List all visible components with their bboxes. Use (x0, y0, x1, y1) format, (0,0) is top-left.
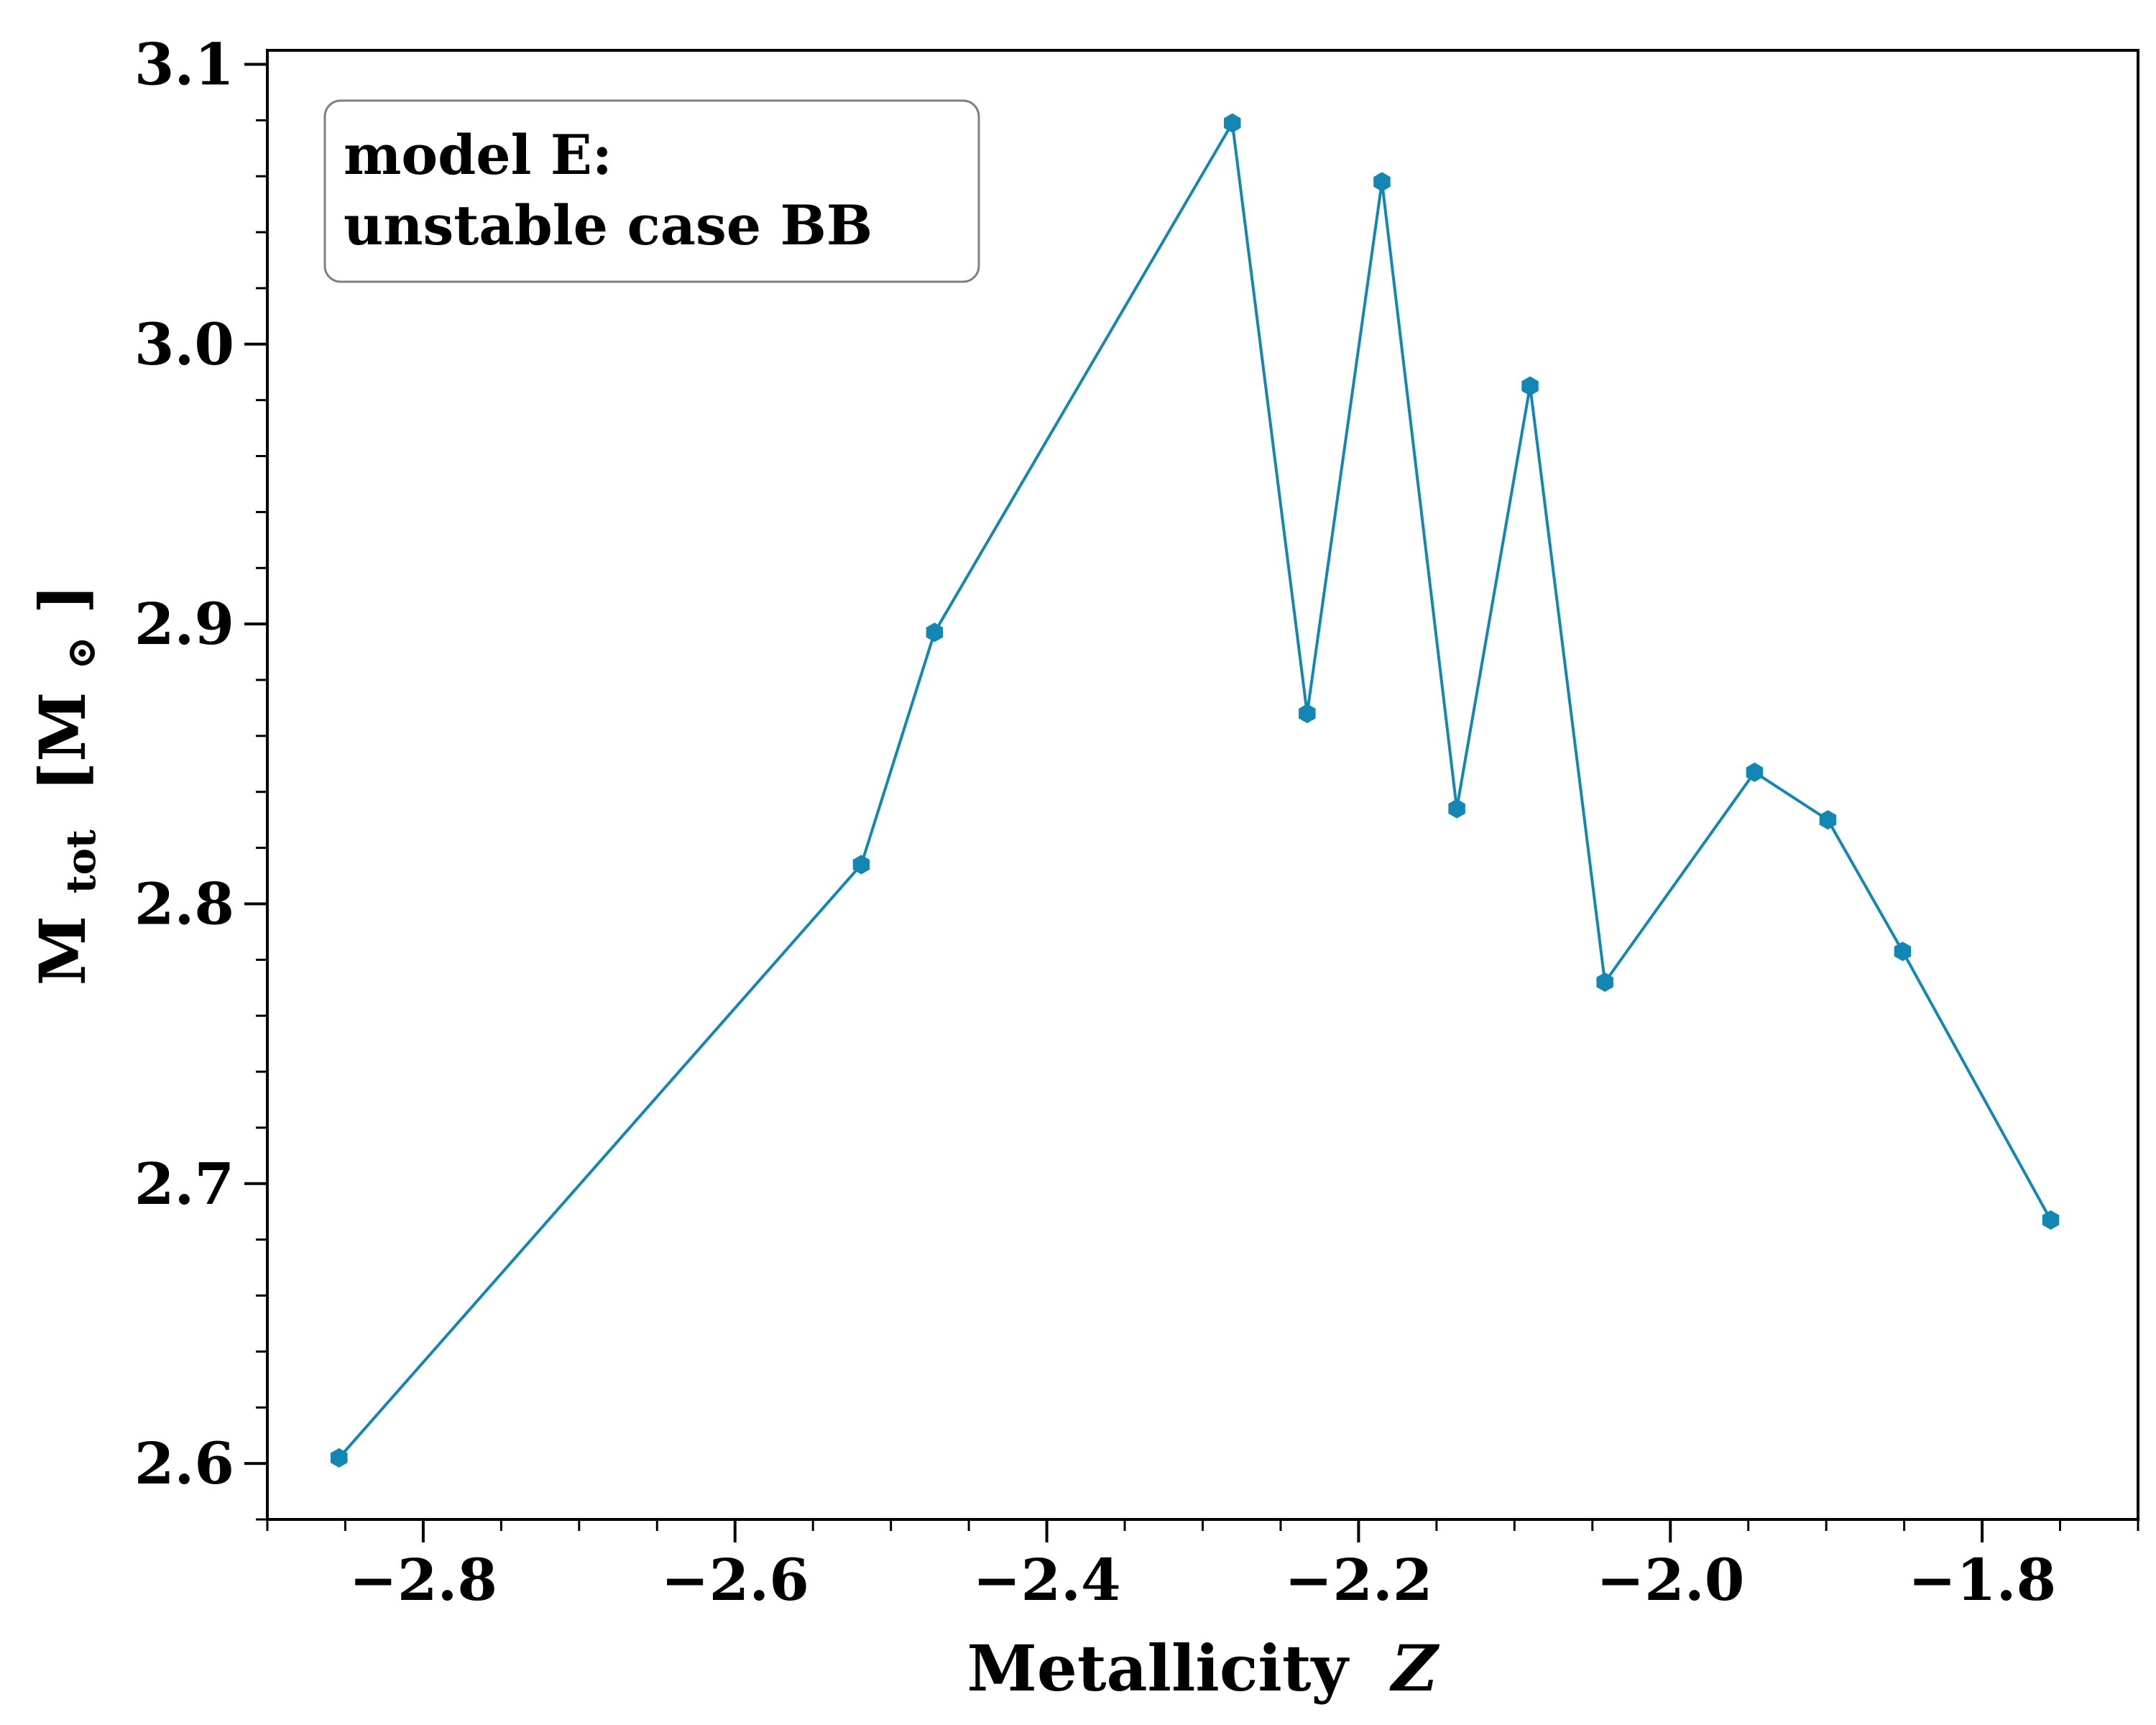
x-tick-label: −2.6 (661, 1546, 809, 1614)
y-major-ticks (244, 63, 267, 1466)
x-tick-label: −2.2 (1284, 1546, 1432, 1614)
x-axis-title: Metallicity Z (967, 1631, 1439, 1706)
annotation-box: model E: unstable case BB (323, 99, 980, 283)
y-tick-label: 2.8 (134, 870, 234, 937)
data-point (1746, 762, 1764, 783)
data-point (331, 1448, 348, 1468)
y-tick-label: 2.7 (134, 1150, 234, 1218)
x-tick-label: −2.4 (972, 1546, 1120, 1614)
y-axis-title-main: M (25, 916, 100, 985)
y-tick-label: 3.0 (134, 310, 234, 378)
plot-frame (266, 49, 2139, 1521)
data-line (338, 121, 2053, 1459)
y-axis-title-unit-symbol: ⊙ (57, 636, 105, 670)
x-tick-label: −2.8 (349, 1546, 497, 1614)
x-tick-label: −2.0 (1596, 1546, 1744, 1614)
x-tick-labels: −2.8 −2.6 −2.4 −2.2 −2.0 −1.8 (349, 1546, 2056, 1614)
annotation-line-1: model E: (344, 123, 612, 187)
data-point (2042, 1210, 2060, 1230)
annotation-line-2: unstable case BB (344, 193, 872, 257)
x-major-ticks (421, 1519, 1984, 1542)
y-tick-label: 2.6 (134, 1430, 234, 1497)
x-minor-ticks (266, 1519, 2139, 1531)
data-point (1521, 376, 1539, 396)
x-axis-title-text: Metallicity (967, 1631, 1350, 1706)
x-axis-title-symbol: Z (1389, 1631, 1439, 1706)
y-minor-ticks (256, 119, 267, 1521)
data-points (331, 113, 2060, 1468)
data-point (852, 855, 870, 875)
data-point (1299, 704, 1316, 724)
y-axis-title: M tot [M ⊙ ] (25, 584, 110, 986)
annotation-frame (323, 99, 980, 283)
series-line (338, 121, 2053, 1459)
data-point (926, 622, 944, 643)
y-axis-title-sub: tot (57, 829, 105, 893)
y-tick-label: 2.9 (134, 590, 234, 658)
data-point (1373, 172, 1391, 192)
data-point (1596, 972, 1613, 993)
data-point (1223, 113, 1241, 133)
x-tick-label: −1.8 (1908, 1546, 2056, 1614)
data-point (1819, 810, 1837, 830)
y-tick-label: 3.1 (134, 30, 234, 98)
y-axis-title-unit-open: [M (25, 692, 100, 792)
y-axis-title-unit-close: ] (25, 584, 100, 615)
data-point (1894, 942, 1912, 962)
y-tick-labels: 2.6 2.7 2.8 2.9 3.0 3.1 (134, 30, 234, 1497)
data-point (1448, 799, 1465, 819)
